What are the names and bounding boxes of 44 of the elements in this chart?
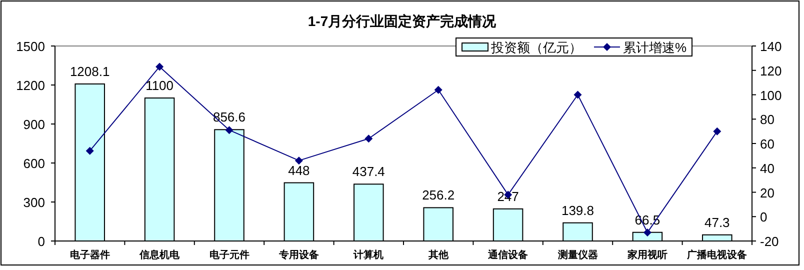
point	[86, 146, 94, 155]
chart-title: 1-7月分行业固定资产完成情况	[308, 13, 498, 29]
legend-label: 投资额（亿元）	[490, 40, 582, 55]
y-tick-label: 900	[23, 117, 45, 132]
y2-tick-label: 0	[760, 210, 768, 225]
x-tick-label: 信息机电	[138, 249, 181, 261]
y-tick-label: 1200	[16, 78, 45, 93]
y2-tick-label: 120	[760, 63, 782, 78]
x-tick-label: 家用视听	[626, 249, 668, 261]
data-label: 437.4	[352, 164, 385, 180]
point	[364, 134, 373, 143]
y2-tick-label: 40	[760, 160, 774, 176]
y-tick-label: 300	[23, 195, 45, 210]
y-tick-label: 600	[23, 156, 45, 171]
y2-tick-label: 60	[760, 136, 774, 152]
point	[574, 90, 582, 99]
y-tick-label: 1500	[16, 39, 45, 54]
y-tick-label: 0	[38, 234, 45, 249]
data-label: 139.8	[561, 202, 594, 218]
x-tick-label: 测量仪器	[556, 249, 598, 261]
x-tick-label: 电子器件	[70, 249, 110, 261]
y2-tick-label: 140	[760, 39, 782, 54]
point	[225, 126, 234, 134]
point	[434, 86, 442, 94]
x-tick-label: 计算机	[352, 249, 384, 261]
y2-tick-label: 80	[760, 112, 774, 128]
point	[713, 127, 722, 136]
data-label: 448	[288, 162, 310, 178]
data-label: 856.6	[212, 110, 246, 125]
data-label: 1208.1	[70, 64, 110, 79]
y2-tick-label: -20	[760, 234, 779, 249]
data-label: 256.2	[422, 188, 455, 203]
y2-tick-label: 20	[760, 185, 774, 200]
legend-label: 累计增速%	[623, 40, 687, 55]
x-tick-label: 其他	[427, 249, 450, 261]
x-tick-label: 通信设备	[487, 249, 530, 261]
data-label: 47.3	[704, 214, 730, 230]
y2-tick-label: 100	[760, 88, 782, 103]
data-label: 1100	[146, 78, 174, 93]
x-tick-label: 电子元件	[209, 249, 250, 261]
point	[156, 62, 164, 71]
x-tick-label: 广播电视设备	[686, 249, 748, 261]
point	[294, 156, 303, 165]
x-tick-label: 专用设备	[278, 249, 320, 261]
